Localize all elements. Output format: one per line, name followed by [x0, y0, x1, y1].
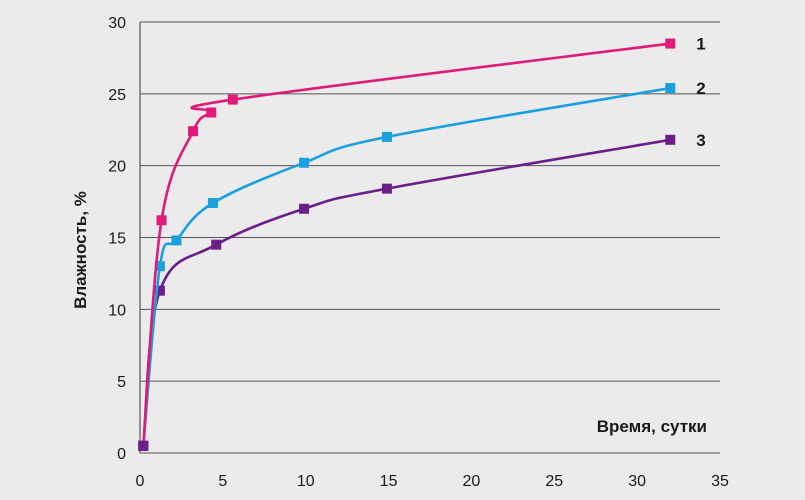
y-axis-title: Влажность, % — [71, 191, 90, 309]
x-tick-label: 35 — [711, 473, 729, 490]
y-tick-label: 15 — [108, 231, 126, 248]
x-tick-label: 5 — [218, 473, 227, 490]
x-tick-label: 10 — [297, 473, 315, 490]
series-3: 3 — [138, 131, 706, 451]
y-tick-label: 30 — [108, 15, 126, 32]
data-point — [227, 94, 238, 105]
y-tick-label: 5 — [117, 374, 126, 391]
x-tick-label: 30 — [628, 473, 646, 490]
series-label-3: 3 — [696, 131, 705, 150]
series-2: 2 — [138, 79, 706, 451]
series-line-3 — [142, 138, 671, 446]
series-layer: 3 2 1 — [138, 35, 706, 451]
data-point — [211, 239, 222, 250]
data-point — [665, 83, 676, 94]
x-axis-title: Время, сутки — [597, 417, 707, 436]
x-axis-ticks: 0 5 10 15 20 25 30 35 — [136, 473, 729, 490]
x-tick-label: 0 — [136, 473, 145, 490]
data-point — [299, 203, 310, 214]
data-point — [381, 131, 392, 142]
data-point — [188, 126, 199, 137]
data-point — [171, 235, 182, 246]
data-point — [206, 107, 217, 118]
y-axis-ticks: 0 5 10 15 20 25 30 — [108, 15, 126, 463]
data-point — [665, 134, 676, 145]
data-point — [299, 157, 310, 168]
data-point — [207, 198, 218, 209]
data-point — [665, 38, 676, 49]
series-label-1: 1 — [696, 35, 705, 54]
series-line-2 — [142, 86, 671, 446]
data-point — [156, 215, 167, 226]
x-tick-label: 20 — [463, 473, 481, 490]
series-1: 1 — [138, 35, 706, 451]
data-point — [154, 261, 165, 272]
series-line-1 — [142, 42, 671, 446]
grid-lines — [140, 21, 720, 454]
data-point — [381, 183, 392, 194]
y-tick-label: 25 — [108, 87, 126, 104]
data-point — [138, 440, 149, 451]
y-tick-label: 20 — [108, 159, 126, 176]
series-label-2: 2 — [696, 79, 705, 98]
y-tick-label: 10 — [108, 302, 126, 319]
x-tick-label: 15 — [380, 473, 398, 490]
x-tick-label: 25 — [545, 473, 563, 490]
y-tick-label: 0 — [117, 446, 126, 463]
data-point — [154, 285, 165, 296]
